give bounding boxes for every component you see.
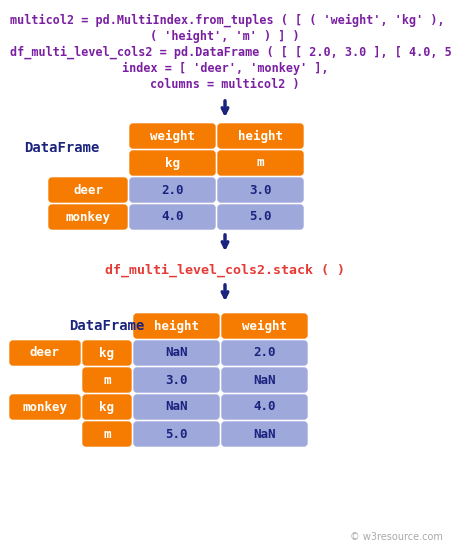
- Text: NaN: NaN: [253, 427, 276, 441]
- FancyBboxPatch shape: [218, 178, 303, 202]
- Text: monkey: monkey: [65, 210, 110, 224]
- Text: df_multi_level_cols2.stack ( ): df_multi_level_cols2.stack ( ): [105, 264, 345, 277]
- FancyBboxPatch shape: [218, 151, 303, 175]
- Text: kg: kg: [165, 157, 180, 169]
- Text: deer: deer: [30, 346, 60, 359]
- FancyBboxPatch shape: [130, 205, 215, 229]
- FancyBboxPatch shape: [130, 151, 215, 175]
- FancyBboxPatch shape: [10, 395, 80, 419]
- Text: DataFrame: DataFrame: [24, 141, 100, 155]
- Text: NaN: NaN: [253, 374, 276, 386]
- FancyBboxPatch shape: [134, 422, 219, 446]
- Text: 3.0: 3.0: [165, 374, 188, 386]
- Text: m: m: [103, 374, 111, 386]
- Text: kg: kg: [100, 401, 115, 414]
- FancyBboxPatch shape: [83, 422, 131, 446]
- Text: 4.0: 4.0: [253, 401, 276, 414]
- FancyBboxPatch shape: [49, 205, 127, 229]
- FancyBboxPatch shape: [134, 314, 219, 338]
- Text: df_multi_level_cols2 = pd.DataFrame ( [ [ 2.0, 3.0 ], [ 4.0, 5.0 ] ],: df_multi_level_cols2 = pd.DataFrame ( [ …: [10, 46, 451, 59]
- FancyBboxPatch shape: [130, 124, 215, 148]
- FancyBboxPatch shape: [134, 395, 219, 419]
- Text: ( 'height', 'm' ) ] ): ( 'height', 'm' ) ] ): [150, 30, 300, 43]
- Text: columns = multicol2 ): columns = multicol2 ): [150, 78, 300, 91]
- FancyBboxPatch shape: [222, 422, 307, 446]
- Text: m: m: [257, 157, 264, 169]
- Text: DataFrame: DataFrame: [69, 319, 145, 333]
- Text: 5.0: 5.0: [249, 210, 272, 224]
- Text: 3.0: 3.0: [249, 184, 272, 197]
- FancyBboxPatch shape: [130, 178, 215, 202]
- FancyBboxPatch shape: [134, 368, 219, 392]
- Text: multicol2 = pd.MultiIndex.from_tuples ( [ ( 'weight', 'kg' ),: multicol2 = pd.MultiIndex.from_tuples ( …: [10, 14, 445, 27]
- Text: weight: weight: [242, 319, 287, 333]
- Text: 2.0: 2.0: [253, 346, 276, 359]
- Text: kg: kg: [100, 346, 115, 359]
- Text: weight: weight: [150, 129, 195, 142]
- FancyBboxPatch shape: [49, 178, 127, 202]
- Text: 5.0: 5.0: [165, 427, 188, 441]
- FancyBboxPatch shape: [83, 395, 131, 419]
- FancyBboxPatch shape: [222, 341, 307, 365]
- FancyBboxPatch shape: [222, 395, 307, 419]
- Text: index = [ 'deer', 'monkey' ],: index = [ 'deer', 'monkey' ],: [122, 62, 328, 75]
- FancyBboxPatch shape: [83, 368, 131, 392]
- FancyBboxPatch shape: [222, 314, 307, 338]
- Text: 4.0: 4.0: [161, 210, 184, 224]
- Text: NaN: NaN: [165, 401, 188, 414]
- Text: height: height: [154, 319, 199, 333]
- Text: height: height: [238, 129, 283, 142]
- Text: NaN: NaN: [165, 346, 188, 359]
- Text: m: m: [103, 427, 111, 441]
- Text: 2.0: 2.0: [161, 184, 184, 197]
- FancyBboxPatch shape: [83, 341, 131, 365]
- FancyBboxPatch shape: [218, 124, 303, 148]
- FancyBboxPatch shape: [218, 205, 303, 229]
- FancyBboxPatch shape: [222, 368, 307, 392]
- FancyBboxPatch shape: [134, 341, 219, 365]
- FancyBboxPatch shape: [10, 341, 80, 365]
- Text: © w3resource.com: © w3resource.com: [350, 532, 443, 542]
- Text: monkey: monkey: [23, 401, 68, 414]
- Text: deer: deer: [73, 184, 103, 197]
